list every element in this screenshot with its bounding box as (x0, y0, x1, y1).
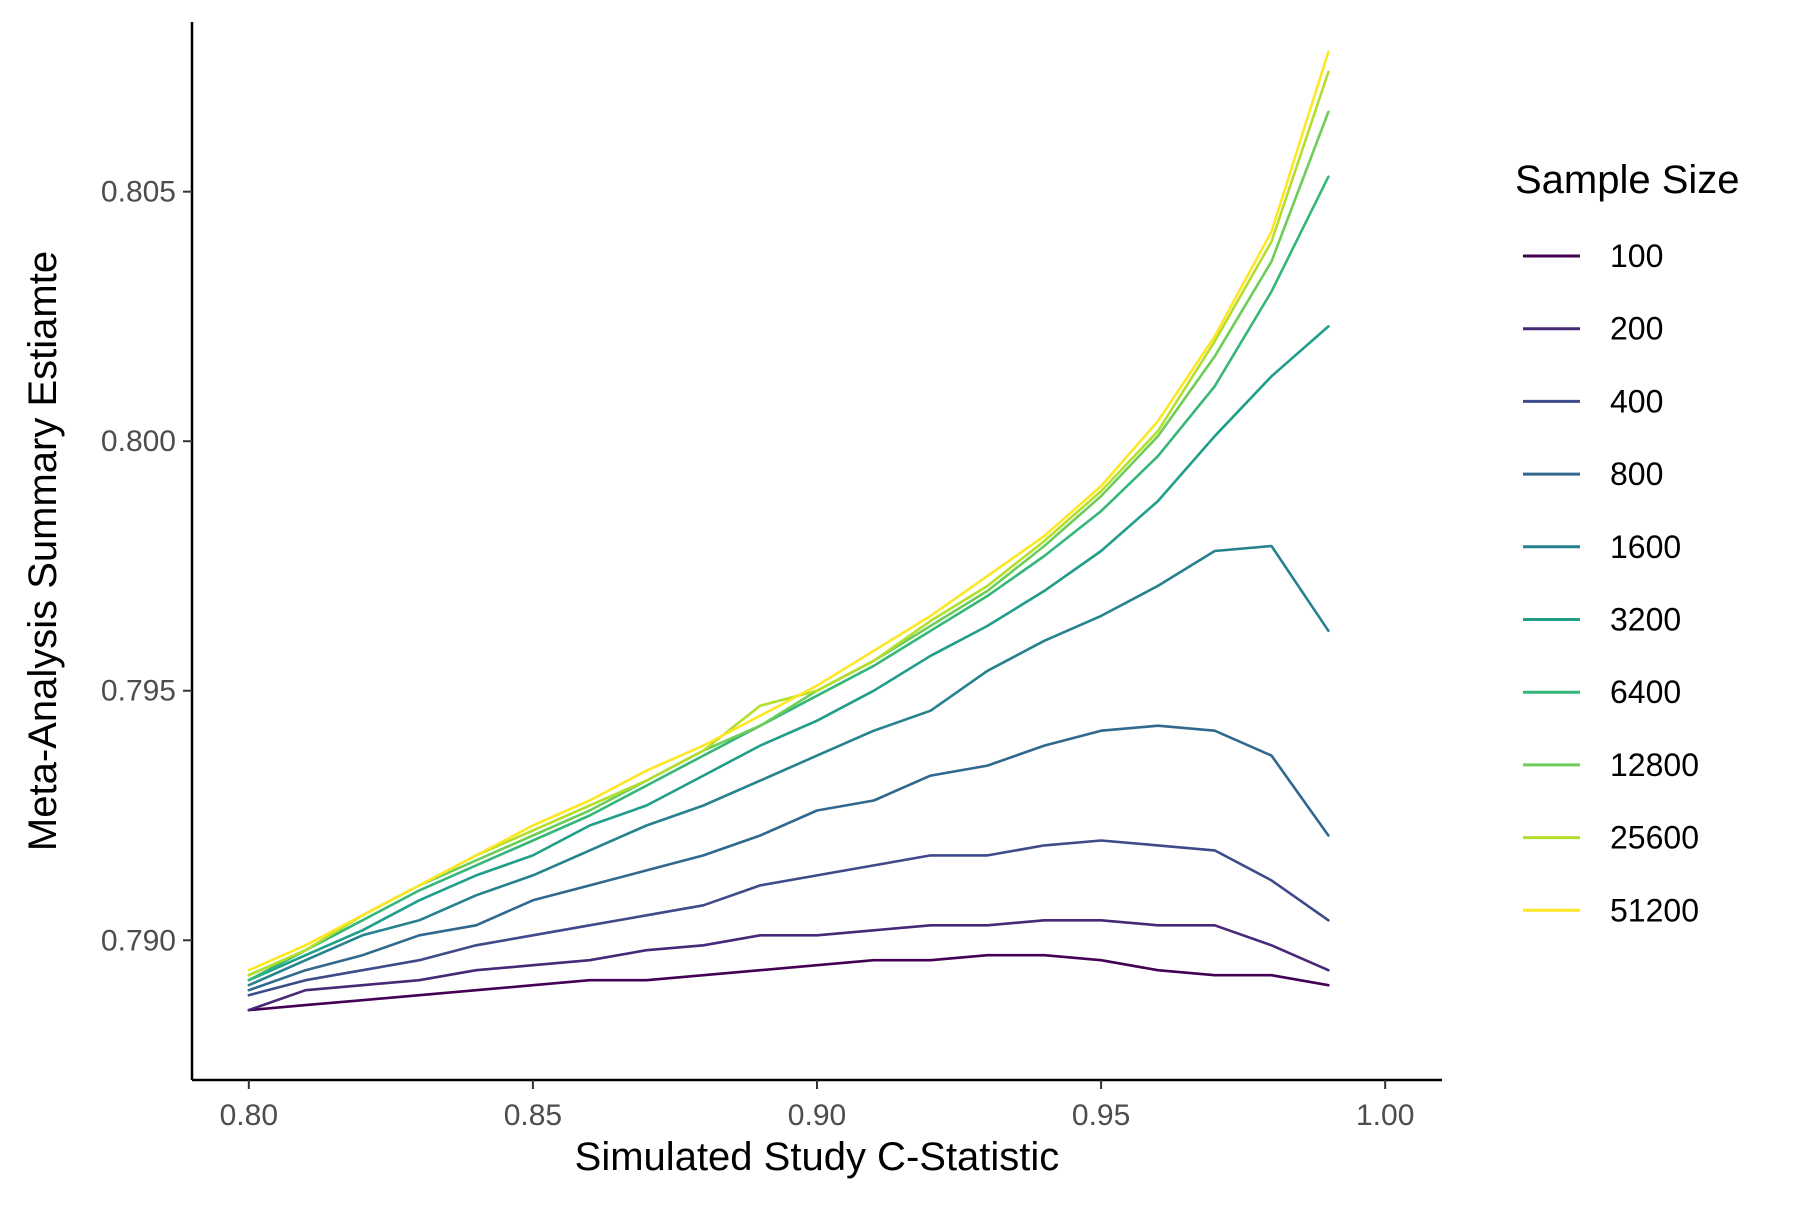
legend-item: 800 (1523, 456, 1663, 492)
series-line-3200 (247, 325, 1330, 982)
x-axis-title: Simulated Study C-Statistic (575, 1135, 1060, 1179)
y-tick-label: 0.790 (101, 924, 176, 957)
x-tick-label: 0.80 (220, 1099, 278, 1132)
legend-items: 100 200 400 800 1600 3200 6400 12800 25600 51200 (1523, 238, 1699, 928)
series-line-200 (247, 918, 1330, 1012)
series-line-800 (247, 724, 1330, 992)
y-tick-label: 0.795 (101, 675, 176, 708)
x-tick-label: 1.00 (1356, 1099, 1414, 1132)
legend-label: 800 (1610, 456, 1663, 492)
legend-label: 3200 (1610, 602, 1681, 638)
legend-item: 6400 (1523, 674, 1681, 710)
series-line-1600 (247, 544, 1330, 987)
legend-label: 200 (1610, 311, 1663, 347)
legend-item: 25600 (1523, 820, 1699, 856)
legend-label: 6400 (1610, 674, 1681, 710)
y-axis-title: Meta-Analysis Summary Estiamte (21, 251, 65, 851)
legend-label: 12800 (1610, 747, 1699, 783)
legend-item: 51200 (1523, 892, 1699, 928)
x-tick-label: 0.95 (1072, 1099, 1130, 1132)
legend-label: 400 (1610, 383, 1663, 419)
legend-label: 100 (1610, 238, 1663, 274)
series-lines (247, 50, 1330, 1012)
x-tick-label: 0.90 (788, 1099, 846, 1132)
y-tick-label: 0.800 (101, 425, 176, 458)
legend-item: 12800 (1523, 747, 1699, 783)
series-line-25600 (247, 70, 1330, 977)
legend-label: 51200 (1610, 892, 1699, 928)
legend-label: 25600 (1610, 820, 1699, 856)
legend-label: 1600 (1610, 529, 1681, 565)
legend-item: 100 (1523, 238, 1663, 274)
x-axis-ticks: 0.80 0.85 0.90 0.95 1.00 (220, 1080, 1414, 1132)
series-line-100 (247, 953, 1330, 1012)
y-axis-ticks: 0.790 0.795 0.800 0.805 (101, 176, 192, 957)
series-line-6400 (247, 175, 1330, 982)
legend-item: 1600 (1523, 529, 1681, 565)
legend: Sample Size 100 200 400 800 1600 3200 6400 1280… (1515, 158, 1740, 928)
legend-item: 200 (1523, 311, 1663, 347)
legend-item: 3200 (1523, 602, 1681, 638)
legend-title: Sample Size (1515, 158, 1740, 202)
series-line-400 (247, 839, 1330, 997)
y-tick-label: 0.805 (101, 176, 176, 209)
x-tick-label: 0.85 (504, 1099, 562, 1132)
series-line-51200 (247, 50, 1330, 972)
legend-item: 400 (1523, 383, 1663, 419)
